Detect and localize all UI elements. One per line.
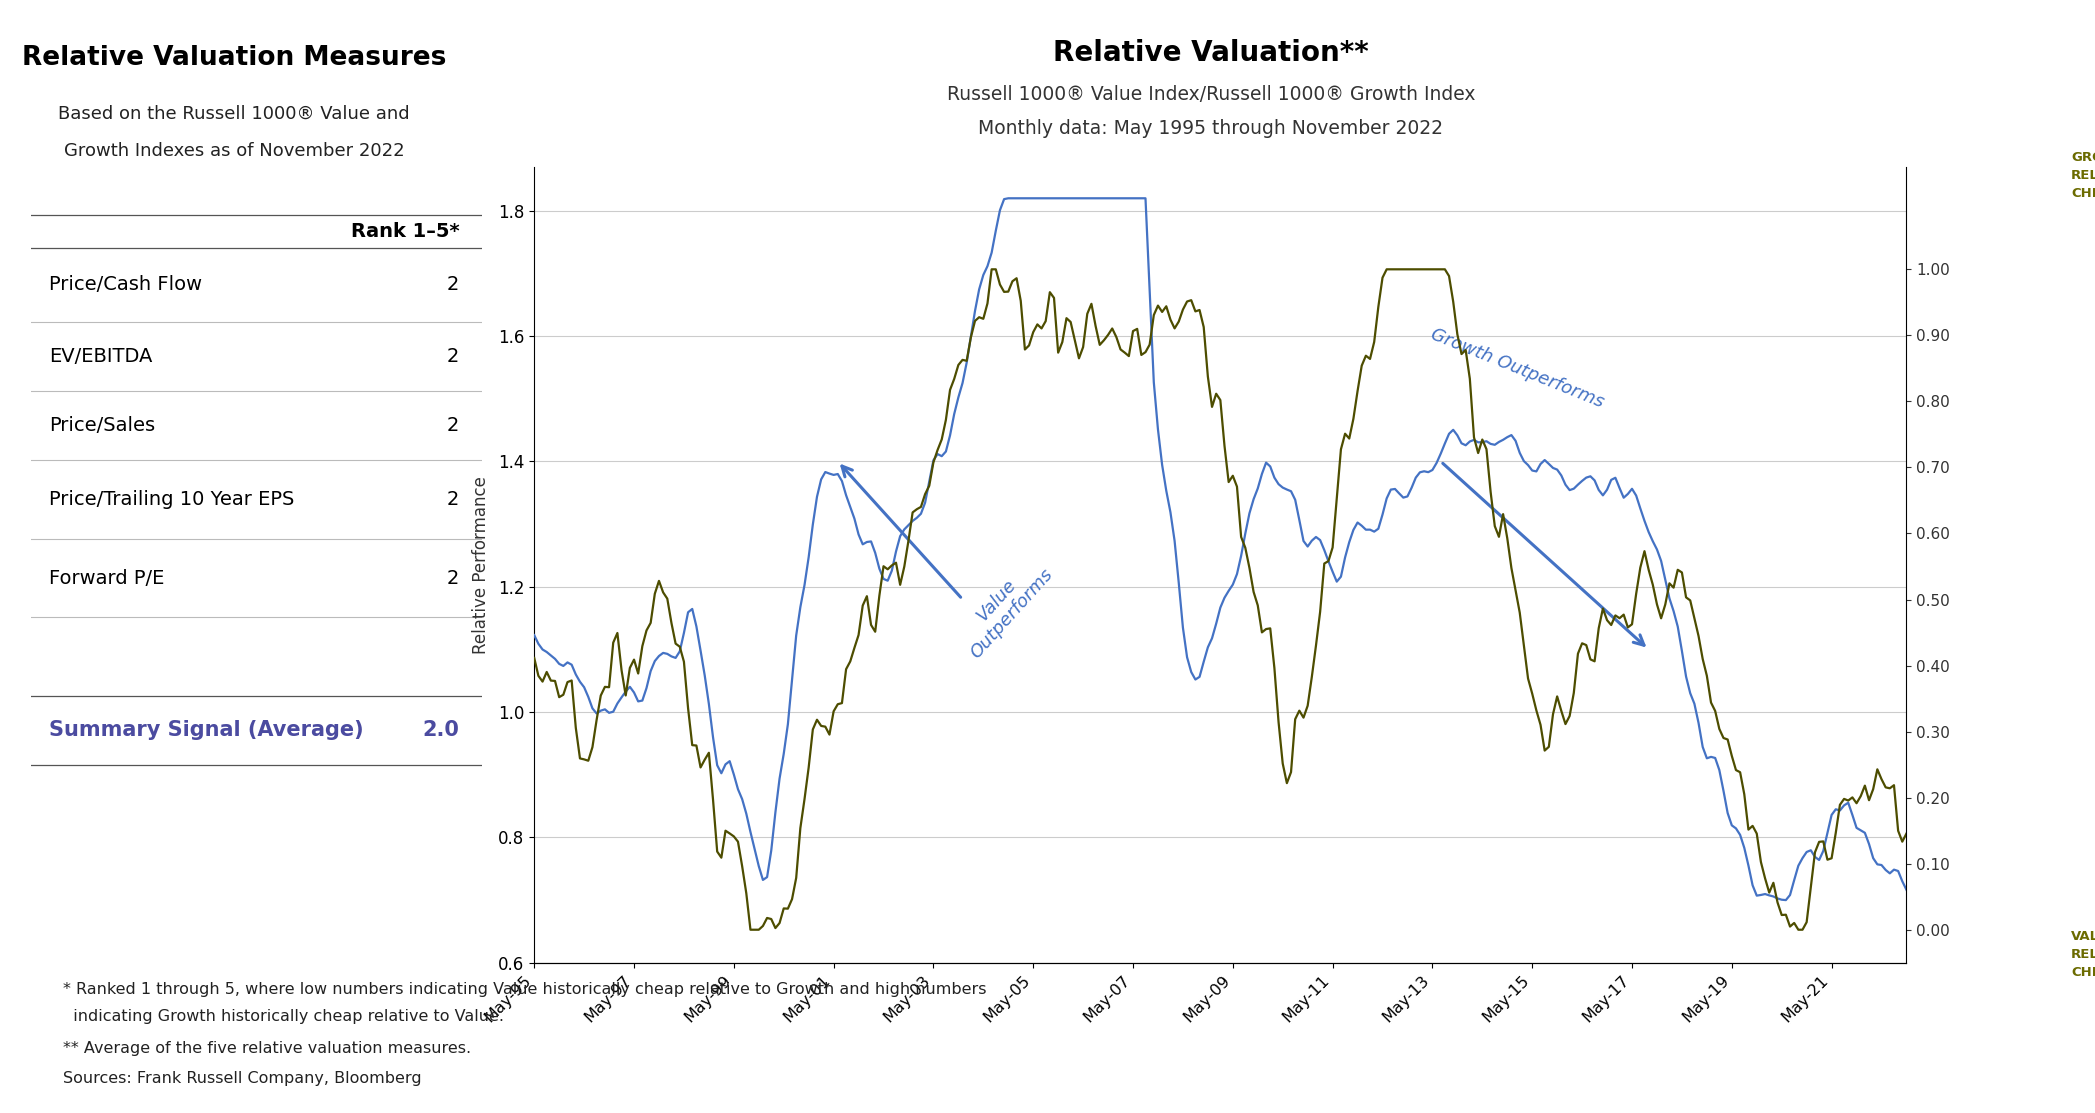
Text: * Ranked 1 through 5, where low numbers indicating Value historically cheap rela: * Ranked 1 through 5, where low numbers … — [63, 982, 987, 996]
Text: Relative Valuation Measures: Relative Valuation Measures — [21, 45, 446, 70]
Text: Price/Cash Flow: Price/Cash Flow — [50, 275, 203, 294]
Y-axis label: Relative Performance: Relative Performance — [471, 476, 490, 653]
Text: Based on the Russell 1000® Value and: Based on the Russell 1000® Value and — [59, 105, 411, 122]
Text: Relative Valuation**: Relative Valuation** — [1054, 39, 1368, 67]
Text: indicating Growth historically cheap relative to Value.: indicating Growth historically cheap rel… — [63, 1009, 505, 1024]
Text: 2.0: 2.0 — [423, 720, 459, 740]
Text: 2: 2 — [446, 347, 459, 366]
Text: VALUE
RELATIVELY
CHEAP: VALUE RELATIVELY CHEAP — [2072, 929, 2095, 978]
Text: Rank 1–5*: Rank 1–5* — [350, 223, 459, 242]
Text: Price/Trailing 10 Year EPS: Price/Trailing 10 Year EPS — [50, 490, 295, 509]
Text: 2: 2 — [446, 416, 459, 435]
Text: Forward P/E: Forward P/E — [50, 569, 166, 588]
Text: Monthly data: May 1995 through November 2022: Monthly data: May 1995 through November … — [978, 119, 1443, 138]
Text: Russell 1000® Value Index/Russell 1000® Growth Index: Russell 1000® Value Index/Russell 1000® … — [947, 85, 1475, 104]
Text: 2: 2 — [446, 275, 459, 294]
Text: ** Average of the five relative valuation measures.: ** Average of the five relative valuatio… — [63, 1041, 471, 1055]
Text: Value
Outperforms: Value Outperforms — [951, 551, 1056, 662]
Text: Summary Signal (Average): Summary Signal (Average) — [50, 720, 365, 740]
Text: GROWTH
RELATIVELY
CHEAP: GROWTH RELATIVELY CHEAP — [2072, 151, 2095, 200]
Text: Sources: Frank Russell Company, Bloomberg: Sources: Frank Russell Company, Bloomber… — [63, 1071, 421, 1085]
Text: Growth Outperforms: Growth Outperforms — [1429, 325, 1607, 412]
Text: 2: 2 — [446, 569, 459, 588]
Text: 2: 2 — [446, 490, 459, 509]
Text: Price/Sales: Price/Sales — [50, 416, 155, 435]
Text: Growth Indexes as of November 2022: Growth Indexes as of November 2022 — [63, 141, 404, 159]
Text: EV/EBITDA: EV/EBITDA — [50, 347, 153, 366]
